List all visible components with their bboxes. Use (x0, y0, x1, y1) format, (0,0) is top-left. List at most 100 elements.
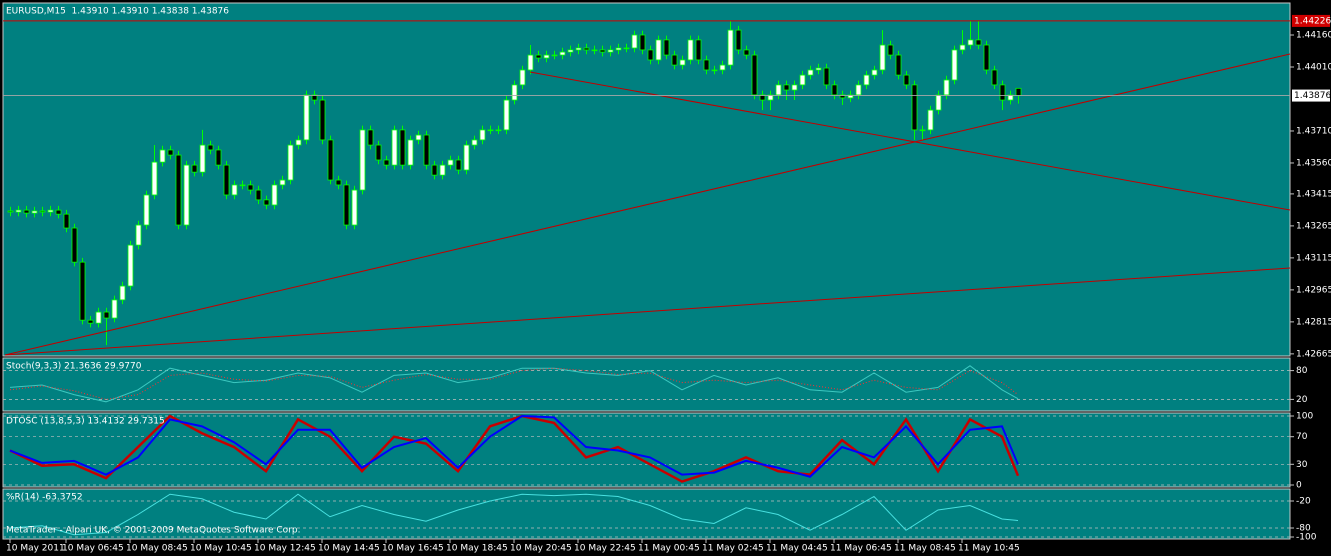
candle-body (727, 29, 734, 66)
panel-group (2, 412, 1294, 488)
candle-body (751, 54, 758, 96)
candle-body (551, 54, 558, 57)
candle-body (87, 319, 94, 324)
candle-body (951, 49, 958, 81)
candle-body (247, 184, 254, 191)
candle-body (663, 39, 670, 56)
indicator-line (9, 367, 1019, 400)
y-tick-label: 1.44010 (1296, 62, 1331, 72)
indicator-line (9, 365, 1019, 403)
candle-body (943, 79, 950, 96)
x-tick-label: 11 May 00:45 (638, 544, 700, 554)
candle-body (7, 210, 14, 213)
candle-body (95, 311, 102, 324)
candle-body (415, 134, 422, 141)
candle-body (1007, 94, 1014, 101)
x-tick-label: 10 May 16:45 (382, 544, 444, 554)
candle-body (23, 209, 30, 214)
overlay: 1.44160 1.44010 1.43710 1.43560 1.43415 1.432… (3, 7, 1331, 554)
candle-body (847, 94, 854, 99)
candle-body (903, 74, 910, 86)
candle-body (175, 154, 182, 226)
x-tick-label: 10 May 12:45 (254, 544, 316, 554)
candle-body (863, 74, 870, 86)
candle-body (439, 164, 446, 176)
y-tick-label: 20 (1296, 395, 1308, 405)
candle-body (959, 44, 966, 51)
current-price-box (1292, 89, 1330, 102)
candle-body (719, 64, 726, 71)
candle-body (1015, 87, 1022, 96)
candle-body (383, 159, 390, 166)
y-tick-label: 80 (1296, 366, 1308, 376)
candle-body (343, 184, 350, 226)
indicator-line (9, 493, 1019, 536)
candle-body (183, 164, 190, 226)
candle-body (983, 44, 990, 71)
y-tick-label: -100 (1296, 533, 1317, 543)
y-tick-label: 0 (1296, 481, 1302, 491)
candle-body (239, 184, 246, 187)
candle-body (199, 144, 206, 173)
candle-body (423, 134, 430, 166)
candle-body (335, 179, 342, 186)
level-label: 1.44226 (1294, 16, 1331, 26)
candle-body (607, 49, 614, 53)
candle-body (431, 164, 438, 176)
candle-body (743, 49, 750, 56)
candle-body (471, 139, 478, 146)
panel-title: DTOSC (13,8,5,3) 13.4132 29.7315 (6, 417, 165, 427)
candle-body (511, 84, 518, 101)
panel-group (2, 357, 1294, 412)
candle-body (655, 39, 662, 61)
candle-body (679, 59, 686, 66)
candle-body (55, 209, 62, 215)
panel (2, 412, 1291, 488)
panel-group (2, 488, 1294, 540)
x-tick-label: 11 May 04:45 (766, 544, 828, 554)
y-tick-label: 1.43415 (1296, 189, 1331, 199)
candle-body (671, 54, 678, 66)
candle-body (999, 84, 1006, 101)
candle-body (111, 299, 118, 319)
y-tick-label: 70 (1296, 432, 1308, 442)
candle-body (391, 129, 398, 166)
candle-body (687, 39, 694, 61)
candle-body (327, 139, 334, 181)
x-tick-label: 10 May 10:45 (190, 544, 252, 554)
candle-body (167, 149, 174, 156)
candle-body (575, 47, 582, 51)
candle-body (767, 94, 774, 101)
x-tick-label: 10 May 18:45 (446, 544, 508, 554)
y-tick-label: 1.43560 (1296, 158, 1331, 168)
panel (2, 488, 1291, 540)
candle-body (79, 261, 86, 321)
candle-body (231, 184, 238, 196)
candle-body (351, 189, 358, 226)
candle-body (479, 129, 486, 141)
candle-body (487, 129, 494, 132)
trend-line (4, 53, 1291, 356)
candle-body (207, 144, 214, 151)
copyright-note: MetaTrader - Alpari UK, © 2001-2009 Meta… (6, 526, 300, 536)
x-tick-label: 11 May 08:45 (894, 544, 956, 554)
candle-body (31, 210, 38, 214)
candle-body (407, 139, 414, 166)
candle-body (223, 164, 230, 196)
x-tick-label: 10 May 22:45 (574, 544, 636, 554)
candle-body (399, 129, 406, 166)
y-tick-label: -80 (1296, 524, 1311, 534)
candle-body (271, 184, 278, 206)
x-tick-label: 10 May 2011 (6, 544, 65, 554)
candle-body (935, 94, 942, 111)
x-tick-label: 10 May 06:45 (62, 544, 124, 554)
candle-body (695, 39, 702, 61)
x-tick-label: 11 May 02:45 (702, 544, 764, 554)
trend-lines (4, 53, 1291, 356)
candle-body (527, 54, 534, 71)
candle-body (647, 49, 654, 61)
candle-body (159, 149, 166, 163)
candle-body (839, 94, 846, 99)
